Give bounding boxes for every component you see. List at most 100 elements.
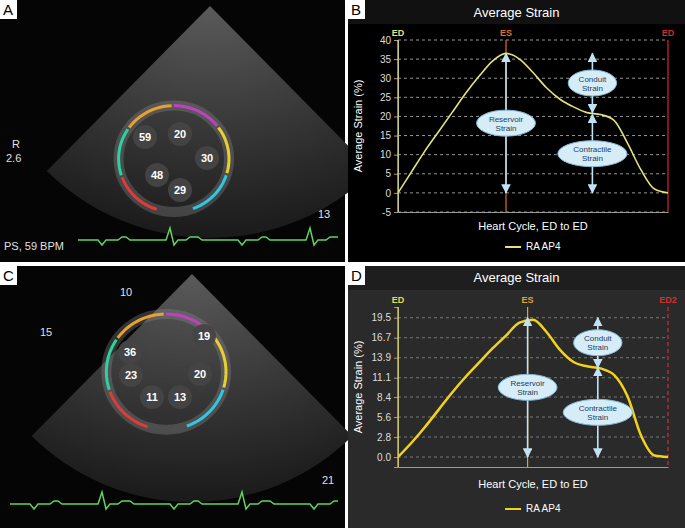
tick-label: 0.0 bbox=[377, 452, 391, 463]
chart-panel: Average Strain-50510152025303540Heart Cy… bbox=[348, 0, 685, 262]
x-axis bbox=[399, 212, 669, 213]
tick-label: 11.1 bbox=[372, 372, 391, 383]
tick-label: 35 bbox=[380, 54, 392, 65]
tick-mark bbox=[394, 358, 398, 359]
event-marker-label: ES bbox=[522, 295, 534, 305]
tick-mark bbox=[394, 40, 398, 41]
tick: -5 bbox=[382, 207, 398, 218]
annotations: ReservoirStrain ConduitStrain ContractileS… bbox=[498, 318, 632, 457]
event-marker-label: ED bbox=[662, 28, 675, 38]
figure: 5920304829R2.6PS, 59 BPM1336192320111310… bbox=[0, 0, 685, 528]
grid bbox=[398, 318, 668, 457]
echo-panel: 5920304829R2.6PS, 59 BPM13 bbox=[0, 0, 373, 262]
title-bar bbox=[348, 266, 685, 290]
tick-mark bbox=[394, 417, 398, 418]
y-axis-title: Average Strain (%) bbox=[352, 341, 364, 434]
title-bar bbox=[348, 0, 685, 24]
annotation-label: ReservoirStrain bbox=[510, 379, 545, 397]
grid-line bbox=[398, 212, 668, 213]
segment-badge bbox=[188, 362, 212, 386]
tracking-contour bbox=[129, 106, 171, 128]
annotation-bubble bbox=[498, 374, 557, 400]
event-marker-label: ED bbox=[392, 295, 405, 305]
y-axis: 0.0 2.8 5.6 8.4 11.1 13.9 16.7 19.5 bbox=[372, 308, 399, 468]
segment-badge bbox=[145, 163, 169, 187]
segment-badge bbox=[195, 146, 219, 170]
legend-item: RA AP4 bbox=[505, 241, 561, 252]
tracking-contour bbox=[106, 340, 116, 390]
axis-line bbox=[394, 308, 399, 468]
grid-line bbox=[398, 192, 668, 193]
echo-label: 15 bbox=[40, 326, 52, 338]
grid-line bbox=[398, 357, 668, 358]
segment-badge bbox=[140, 385, 164, 409]
segment-value: 11 bbox=[146, 391, 158, 403]
echo-label: R bbox=[12, 138, 20, 150]
segment-value: 23 bbox=[125, 369, 137, 381]
tick-label: 5.6 bbox=[377, 412, 391, 423]
annotation-bubble bbox=[558, 141, 627, 167]
segment-value: 48 bbox=[151, 169, 163, 181]
annotation-bubble bbox=[477, 110, 536, 136]
event-marker-label: ED2 bbox=[659, 295, 677, 305]
tick: 8.4 bbox=[377, 392, 398, 403]
tick: 5.6 bbox=[377, 412, 398, 423]
grid bbox=[398, 40, 668, 212]
segment-value: 36 bbox=[124, 346, 136, 358]
axis-line bbox=[399, 212, 669, 213]
tick-label: 2.8 bbox=[377, 432, 391, 443]
tick-label: 19.5 bbox=[372, 312, 392, 323]
echo-panel: 361923201113101521 bbox=[0, 266, 352, 528]
tick-mark bbox=[394, 59, 398, 60]
y-axis: -50510152025303540 bbox=[380, 35, 399, 218]
event-marker bbox=[397, 40, 398, 212]
tick-label: 16.7 bbox=[372, 332, 392, 343]
segment-value: 20 bbox=[174, 128, 186, 140]
segment-badge bbox=[192, 324, 216, 348]
tracking-contour bbox=[187, 390, 223, 426]
panel-letter: B bbox=[351, 1, 361, 18]
plot-data bbox=[398, 53, 668, 193]
tick-label: 13.9 bbox=[372, 352, 392, 363]
legend-swatch bbox=[505, 246, 521, 248]
chart-background bbox=[348, 0, 685, 262]
annotation-bubble bbox=[568, 70, 616, 96]
tick-label: 0 bbox=[385, 188, 391, 199]
legend-item: RA AP4 bbox=[505, 503, 561, 514]
echo-label: 10 bbox=[120, 286, 132, 298]
annotation-label: ContractileStrain bbox=[579, 404, 618, 422]
grid-line bbox=[398, 116, 668, 117]
echo-label: 21 bbox=[322, 474, 334, 486]
grid-line bbox=[398, 97, 668, 98]
tick: 5 bbox=[385, 168, 398, 179]
tick: 25 bbox=[380, 92, 398, 103]
tick-mark bbox=[394, 318, 398, 319]
annotation-label: ConduitStrain bbox=[584, 334, 612, 352]
tick-mark bbox=[394, 437, 398, 438]
annotation-bubble bbox=[574, 330, 622, 356]
legend-label: RA AP4 bbox=[526, 503, 561, 514]
tick-mark bbox=[394, 212, 398, 213]
tracking-contour bbox=[218, 128, 229, 174]
grid-line bbox=[398, 40, 668, 41]
segment-badge bbox=[168, 178, 192, 202]
segment-badge bbox=[168, 385, 192, 409]
event-marker-label: ES bbox=[500, 28, 512, 38]
event-marker bbox=[397, 307, 398, 467]
legend: RA AP4 bbox=[505, 241, 561, 252]
tick: 15 bbox=[380, 130, 398, 141]
legend-label: RA AP4 bbox=[526, 241, 561, 252]
tick-label: 15 bbox=[380, 130, 392, 141]
axis-line bbox=[394, 41, 399, 213]
tick: 30 bbox=[380, 73, 398, 84]
grid-line bbox=[398, 457, 668, 458]
tick-label: 25 bbox=[380, 92, 392, 103]
chart-title: Average Strain bbox=[474, 270, 560, 285]
tick: 19.5 bbox=[372, 312, 398, 323]
tick: 10 bbox=[380, 149, 398, 160]
segment-value: 19 bbox=[198, 330, 210, 342]
segment-badge bbox=[168, 122, 192, 146]
tick-mark bbox=[394, 136, 398, 137]
tracking-contour bbox=[193, 175, 226, 208]
myocardium bbox=[119, 106, 229, 212]
